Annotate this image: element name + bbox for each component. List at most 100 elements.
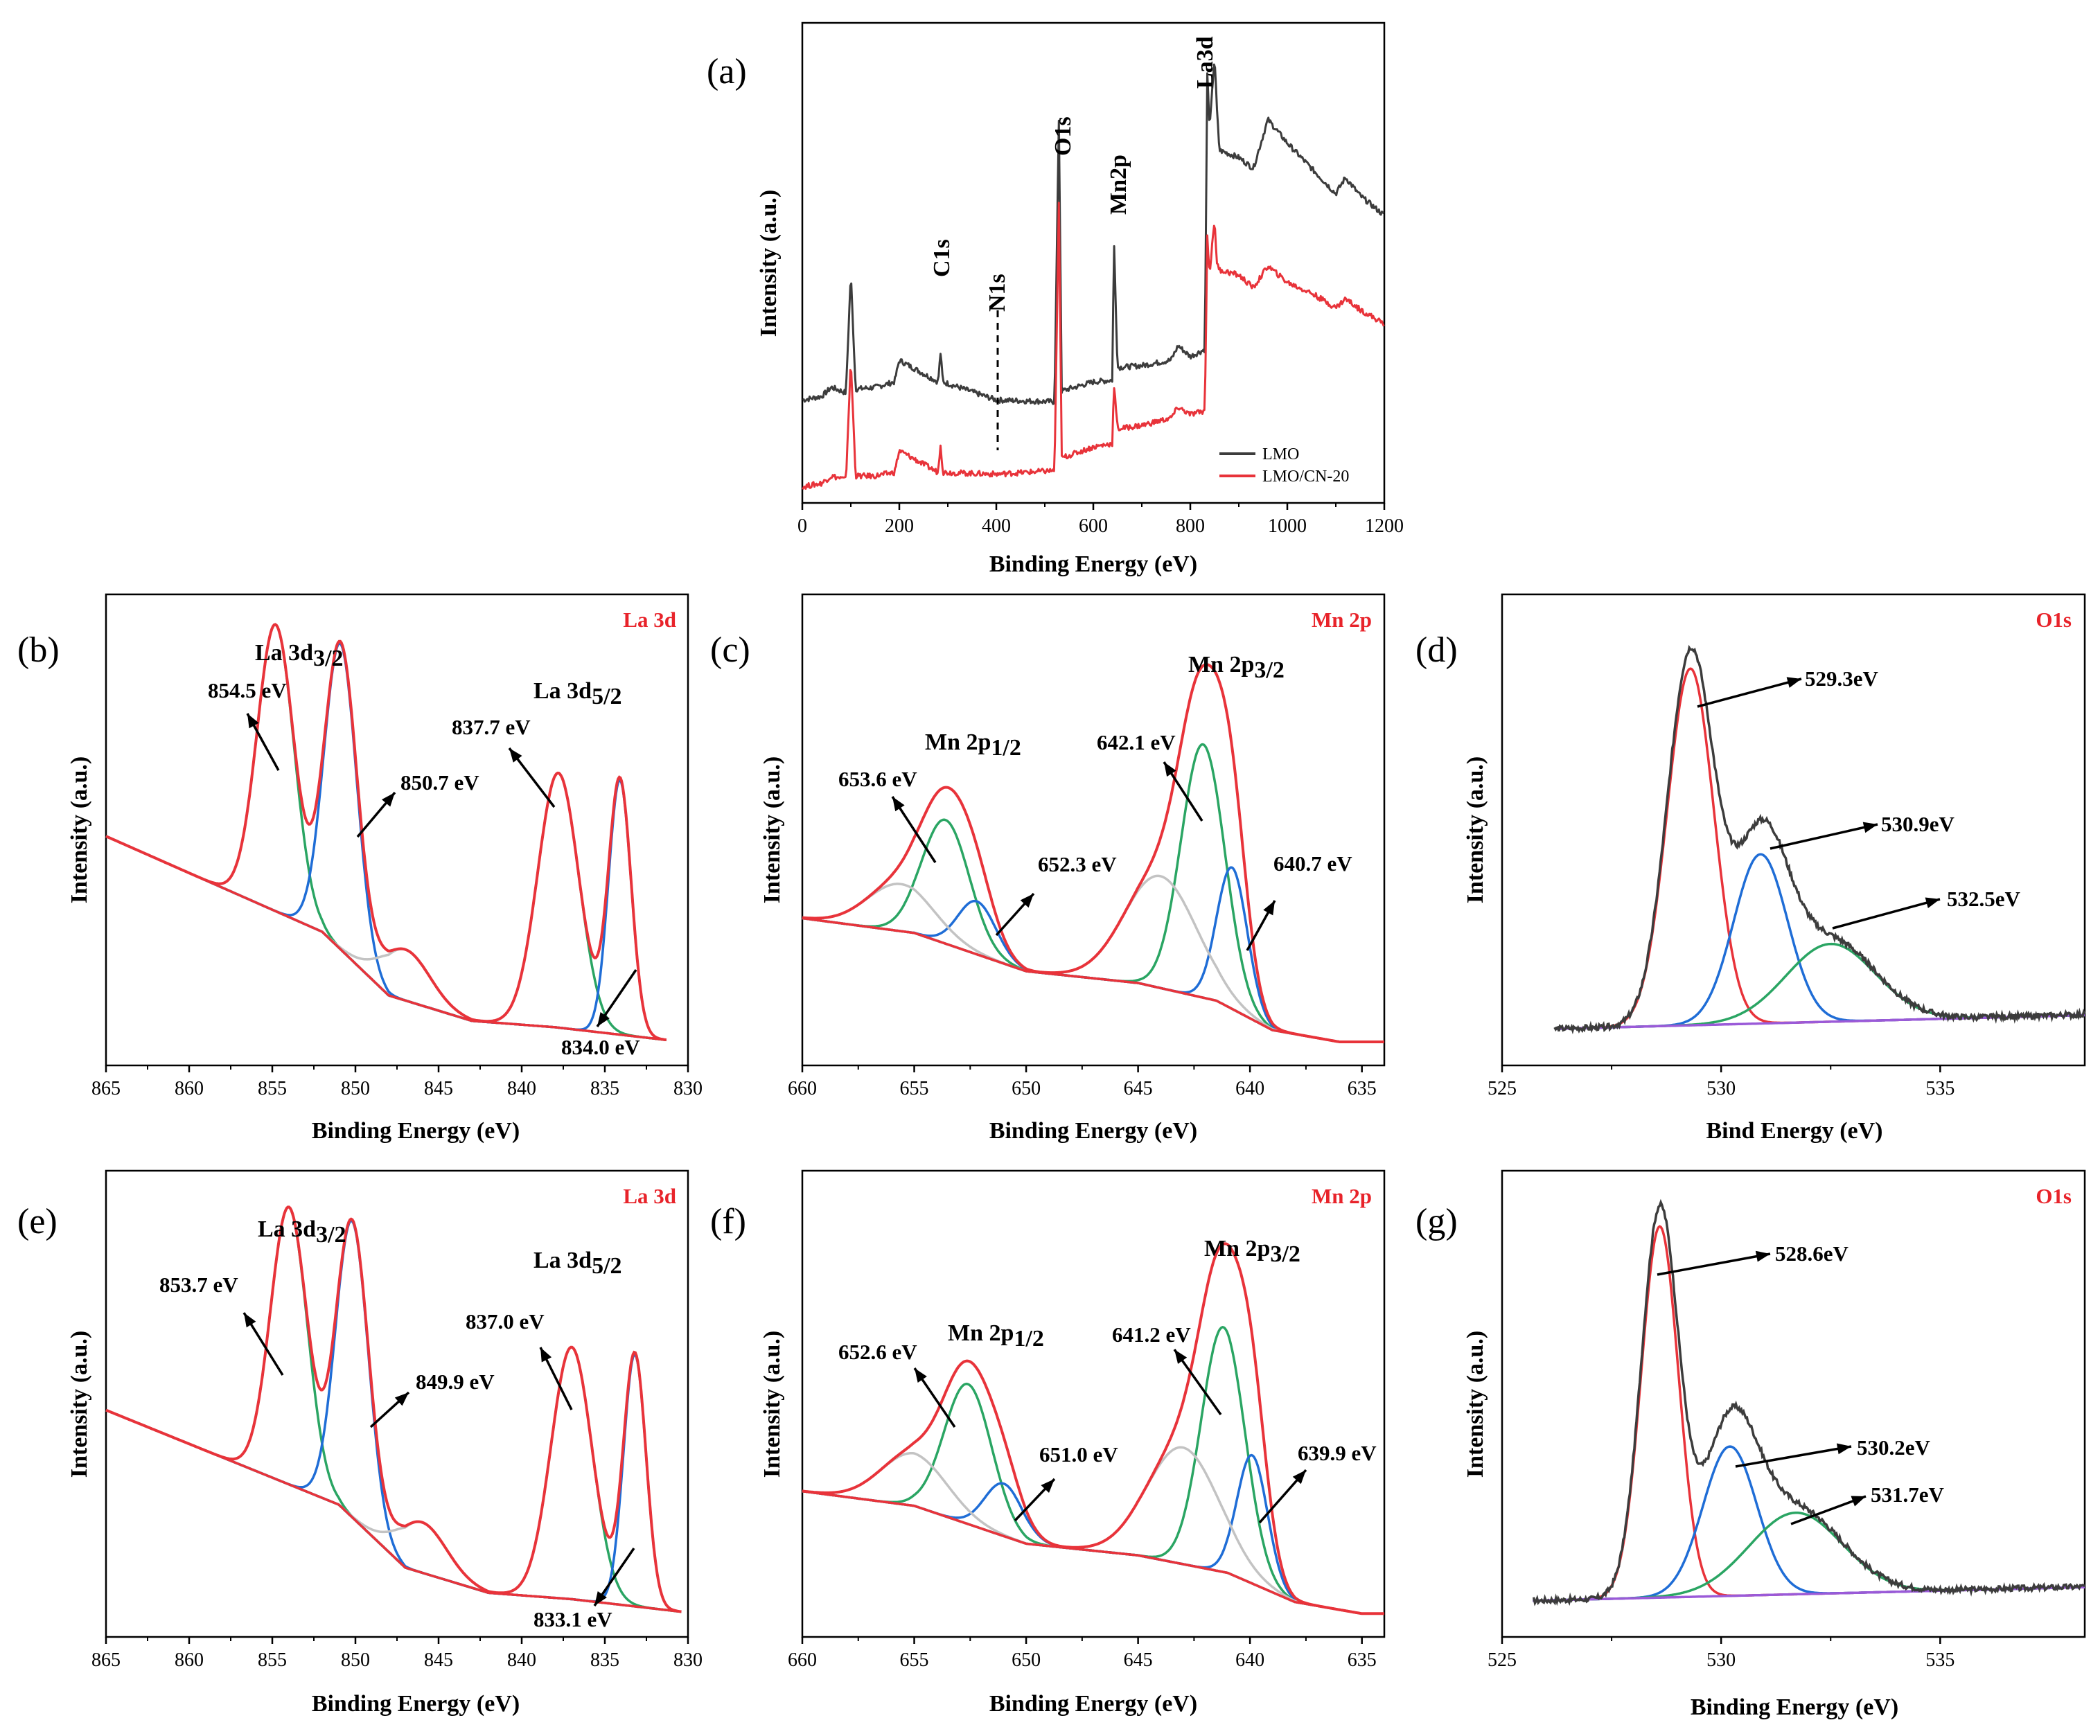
arrow-head xyxy=(1041,1479,1055,1494)
x-tick-label: 530 xyxy=(1706,1078,1736,1099)
arrow-head xyxy=(915,1368,927,1383)
panel-d-o1s: (d) 525 530 535 O1s 529.3eV 530.9eV 532.5e… xyxy=(1415,593,2086,1144)
arrow-head xyxy=(594,1591,607,1606)
arrow-head xyxy=(394,1392,409,1406)
annotation-531-7: 531.7eV xyxy=(1871,1482,1945,1507)
x-tick-label: 650 xyxy=(1012,1649,1041,1671)
panel-g-o1s: (g) 525 530 535 O1s 528.6eV 530.2eV 531.7e… xyxy=(1415,1169,2086,1720)
arrow-head xyxy=(1786,677,1801,688)
raw-spectrum xyxy=(1553,644,2086,1035)
background-line xyxy=(802,1489,1384,1615)
annotation-850-7: 850.7 eV xyxy=(400,770,479,795)
arrow-head xyxy=(1164,762,1176,777)
peak-label-o1s: O1s xyxy=(1050,116,1076,156)
x-tick-label: 800 xyxy=(1176,515,1205,537)
x-tick-label: 840 xyxy=(507,1078,536,1099)
arrow-head xyxy=(1755,1250,1770,1262)
x-tick-label: 530 xyxy=(1706,1649,1736,1671)
panel-e-la3d: (e) 865 860 855 850 845 840 835 830 La 3d La 3d… xyxy=(17,1169,703,1717)
peak-label-mn2p32-f: Mn 2p3/2 xyxy=(1204,1236,1300,1267)
x-tick-label: 835 xyxy=(590,1078,619,1099)
x-tick-label: 845 xyxy=(424,1649,453,1671)
panel-e-xlabel: Binding Energy (eV) xyxy=(312,1691,520,1717)
annotation-653-6: 653.6 eV xyxy=(838,767,917,791)
panel-d-xlabel: Bind Energy (eV) xyxy=(1706,1118,1883,1144)
panel-g-letter: (g) xyxy=(1415,1202,1458,1241)
panel-c-tag: Mn 2p xyxy=(1312,608,1372,632)
panel-d-ylabel: Intensity (a.u.) xyxy=(1463,756,1488,904)
x-tick-label: 535 xyxy=(1925,1078,1955,1099)
annotation-849-9: 849.9 eV xyxy=(416,1370,495,1394)
series-lmo-cn20 xyxy=(802,202,1385,490)
peak-label-mn2p: Mn2p xyxy=(1106,154,1131,215)
x-tick-label: 660 xyxy=(788,1078,817,1099)
annotation-530-2: 530.2eV xyxy=(1857,1435,1931,1460)
x-tick-label: 635 xyxy=(1348,1649,1377,1671)
panel-c-ylabel: Intensity (a.u.) xyxy=(759,756,785,904)
panel-a-xlabel: Binding Energy (eV) xyxy=(989,551,1197,577)
peak-label-mn2p32: Mn 2p3/2 xyxy=(1188,652,1285,683)
component-peak-5 xyxy=(802,866,1384,1043)
panel-g-xlabel: Binding Energy (eV) xyxy=(1691,1694,1898,1720)
annotation-529-3: 529.3eV xyxy=(1805,666,1879,691)
annotation-652-3: 652.3 eV xyxy=(1038,852,1117,876)
panel-f-xlabel: Binding Energy (eV) xyxy=(989,1691,1197,1717)
legend-label-lmo: LMO xyxy=(1262,445,1299,463)
arrow-head xyxy=(1174,1349,1188,1364)
annotation-530-9: 530.9eV xyxy=(1881,812,1955,836)
panel-b-la3d: (b) 865 860 855 850 845 840 835 830 La 3d La 3d… xyxy=(17,593,703,1144)
panel-e-ylabel: Intensity (a.u.) xyxy=(67,1331,92,1478)
panel-b-letter: (b) xyxy=(17,630,60,670)
panel-e-letter: (e) xyxy=(17,1202,58,1241)
panel-f-tag: Mn 2p xyxy=(1312,1184,1372,1208)
panel-g-tag: O1s xyxy=(2036,1184,2072,1208)
x-tick-label: 600 xyxy=(1079,515,1108,537)
arrow-head xyxy=(381,792,395,807)
annotation-652-6: 652.6 eV xyxy=(838,1340,917,1364)
arrow-head xyxy=(247,714,259,729)
peak-label-mn2p12: Mn 2p1/2 xyxy=(925,729,1021,761)
component-peak-4 xyxy=(802,1325,1384,1615)
panel-f-letter: (f) xyxy=(710,1202,746,1241)
panel-c-xlabel: Binding Energy (eV) xyxy=(989,1118,1197,1144)
x-tick-label: 865 xyxy=(91,1078,121,1099)
x-tick-label: 655 xyxy=(900,1649,929,1671)
background-line xyxy=(105,1408,682,1613)
x-tick-label: 640 xyxy=(1235,1649,1264,1671)
envelope-fit xyxy=(802,1242,1384,1615)
panel-b-frame xyxy=(105,593,689,1067)
panel-c-frame xyxy=(801,593,1386,1067)
x-tick-label: 855 xyxy=(258,1078,287,1099)
annotation-853-7: 853.7 eV xyxy=(159,1273,238,1297)
component-peak-1 xyxy=(1533,1225,2085,1602)
panel-d-frame xyxy=(1501,593,2086,1067)
arrow-529-3 xyxy=(1697,677,1802,708)
x-tick-label: 400 xyxy=(982,515,1011,537)
annotation-528-6: 528.6eV xyxy=(1775,1241,1849,1266)
peak-label-c1s: C1s xyxy=(929,239,955,277)
arrow-530-9 xyxy=(1770,823,1878,850)
x-tick-label: 660 xyxy=(788,1649,817,1671)
legend: LMO LMO/CN-20 xyxy=(1219,445,1349,486)
panel-g-ylabel: Intensity (a.u.) xyxy=(1463,1331,1488,1478)
annotation-854-5: 854.5 eV xyxy=(208,678,287,702)
x-tick-label: 860 xyxy=(175,1649,204,1671)
peak-label-la3d32-e: La 3d3/2 xyxy=(258,1216,346,1248)
panel-b-tag: La 3d xyxy=(623,608,676,632)
arrow-head xyxy=(1862,822,1878,833)
x-tick-label: 655 xyxy=(900,1078,929,1099)
x-tick-label: 860 xyxy=(175,1078,204,1099)
peak-label-la3d32: La 3d3/2 xyxy=(255,640,344,671)
legend-label-lmo-cn20: LMO/CN-20 xyxy=(1262,468,1349,486)
x-tick-label: 650 xyxy=(1012,1078,1041,1099)
arrow-530-2 xyxy=(1735,1445,1852,1468)
arrow-head xyxy=(1020,894,1034,908)
x-tick-label: 850 xyxy=(341,1078,370,1099)
x-tick-label: 525 xyxy=(1488,1649,1517,1671)
peak-label-la3d: La3d xyxy=(1192,36,1218,89)
x-tick-label: 840 xyxy=(507,1649,536,1671)
arrow-head xyxy=(244,1313,256,1328)
panel-e-tag: La 3d xyxy=(623,1184,676,1208)
peak-label-mn2p12-f: Mn 2p1/2 xyxy=(948,1320,1044,1352)
peak-label-la3d52-e: La 3d5/2 xyxy=(533,1248,622,1279)
